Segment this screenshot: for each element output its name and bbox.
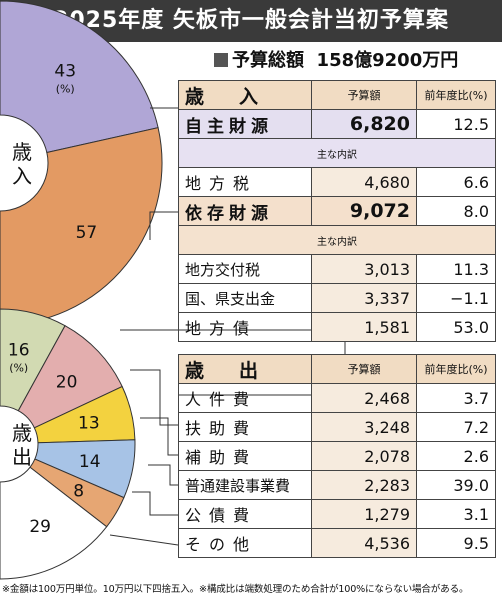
dependent-row: 依存財源 9,072 8.0 <box>178 196 496 226</box>
item-yoy: 3.7 <box>416 383 496 413</box>
item-amount: 2,468 <box>311 383 417 413</box>
amount-header: 予算額 <box>311 354 417 384</box>
table-row: その他 4,536 9.5 <box>178 528 496 558</box>
item-label: その他 <box>178 528 312 558</box>
item-amount: 2,283 <box>311 470 417 500</box>
table-row: 公債費 1,279 3.1 <box>178 499 496 529</box>
item-yoy: 7.2 <box>416 412 496 442</box>
item-label: 公債費 <box>178 499 312 529</box>
expenditure-slice-label: 14 <box>79 452 101 472</box>
table-row: 補助費 2,078 2.6 <box>178 441 496 471</box>
budget-total: 予算総額 158億9200万円 <box>214 46 458 72</box>
item-amount: 1,279 <box>311 499 417 529</box>
unit-label: (%) <box>9 362 28 375</box>
item-amount: 4,680 <box>311 167 417 197</box>
item-label: 地方税 <box>178 167 312 197</box>
revenue-center-label: 歳 <box>12 140 32 164</box>
page-title: 2025年度 矢板市一般会計当初予算案 <box>53 8 449 33</box>
table-row: 地方債 1,581 53.0 <box>178 312 496 342</box>
expenditure-slice-label: 8 <box>73 482 84 502</box>
budget-total-label: 予算総額 <box>232 50 304 71</box>
item-amount: 3,248 <box>311 412 417 442</box>
dependent-label: 依存財源 <box>178 196 312 226</box>
item-amount: 2,078 <box>311 441 417 471</box>
leader-line <box>130 369 178 426</box>
revenue-center-label: 入 <box>12 164 32 188</box>
self-funded-row: 自主財源 6,820 12.5 <box>178 109 496 139</box>
item-label: 補助費 <box>178 441 312 471</box>
item-yoy: 53.0 <box>416 312 496 342</box>
table-row: 人件費 2,468 3.7 <box>178 383 496 413</box>
yoy-header: 前年度比(%) <box>416 80 496 110</box>
table-row: 国、県支出金 3,337 −1.1 <box>178 283 496 313</box>
dep-breakdown-row: 主な内訳 <box>178 225 496 255</box>
budget-total-value: 158億9200万円 <box>316 50 459 71</box>
table-row: 普通建設事業費 2,283 39.0 <box>178 470 496 500</box>
expenditure-center-label: 出 <box>12 445 32 469</box>
item-label: 地方交付税 <box>178 254 312 284</box>
dependent-amount: 9,072 <box>311 196 417 226</box>
self-breakdown-row: 主な内訳 <box>178 138 496 168</box>
item-yoy: 9.5 <box>416 528 496 558</box>
self-funded-yoy: 12.5 <box>416 109 496 139</box>
leader-line <box>109 534 179 546</box>
table-row: 扶助費 3,248 7.2 <box>178 412 496 442</box>
expenditure-pie-slice <box>0 466 108 580</box>
item-label: 国、県支出金 <box>178 283 312 313</box>
leader-line <box>148 464 178 486</box>
self-funded-label: 自主財源 <box>178 109 312 139</box>
item-amount: 4,536 <box>311 528 417 558</box>
leader-line <box>132 491 178 516</box>
item-label: 扶助費 <box>178 412 312 442</box>
expenditure-header-label: 歳 出 <box>178 354 312 384</box>
expenditure-center-label: 歳 <box>12 421 32 445</box>
item-label: 人件費 <box>178 383 312 413</box>
item-amount: 3,337 <box>311 283 417 313</box>
item-yoy: 2.6 <box>416 441 496 471</box>
expenditure-slice-label: 29 <box>29 517 51 537</box>
revenue-header-row: 歳 入 予算額 前年度比(%) <box>178 80 496 110</box>
revenue-header-label: 歳 入 <box>178 80 312 110</box>
item-yoy: −1.1 <box>416 283 496 313</box>
self-breakdown-label: 主な内訳 <box>178 138 496 168</box>
revenue-slice-label: 57 <box>76 223 98 243</box>
item-yoy: 3.1 <box>416 499 496 529</box>
self-funded-amount: 6,820 <box>311 109 417 139</box>
expenditure-slice-label: 16 <box>8 341 30 361</box>
item-yoy: 39.0 <box>416 470 496 500</box>
footnote: ※金額は100万円単位。10万円以下四捨五入。※構成比は端数処理のため合計が10… <box>2 584 469 595</box>
leader-line <box>149 211 178 240</box>
revenue-table: 歳 入 予算額 前年度比(%) 自主財源 6,820 12.5 主な内訳 地方税… <box>178 80 496 342</box>
item-amount: 3,013 <box>311 254 417 284</box>
yoy-header: 前年度比(%) <box>416 354 496 384</box>
amount-header: 予算額 <box>311 80 417 110</box>
revenue-slice-label: 43 <box>54 62 76 82</box>
leader-line <box>140 417 178 456</box>
expenditure-slice-label: 20 <box>56 372 78 392</box>
item-amount: 1,581 <box>311 312 417 342</box>
item-yoy: 6.6 <box>416 167 496 197</box>
unit-label: (%) <box>56 83 75 96</box>
table-row: 地方税 4,680 6.6 <box>178 167 496 197</box>
expenditure-slice-label: 13 <box>78 414 100 434</box>
dep-breakdown-label: 主な内訳 <box>178 225 496 255</box>
item-label: 普通建設事業費 <box>178 470 312 500</box>
revenue-pie-slice <box>0 0 159 154</box>
square-bullet-icon <box>214 53 228 67</box>
expenditure-table: 歳 出 予算額 前年度比(%) 人件費 2,468 3.7 扶助費 3,248 … <box>178 354 496 558</box>
dependent-yoy: 8.0 <box>416 196 496 226</box>
expenditure-header-row: 歳 出 予算額 前年度比(%) <box>178 354 496 384</box>
item-yoy: 11.3 <box>416 254 496 284</box>
item-label: 地方債 <box>178 312 312 342</box>
table-row: 地方交付税 3,013 11.3 <box>178 254 496 284</box>
